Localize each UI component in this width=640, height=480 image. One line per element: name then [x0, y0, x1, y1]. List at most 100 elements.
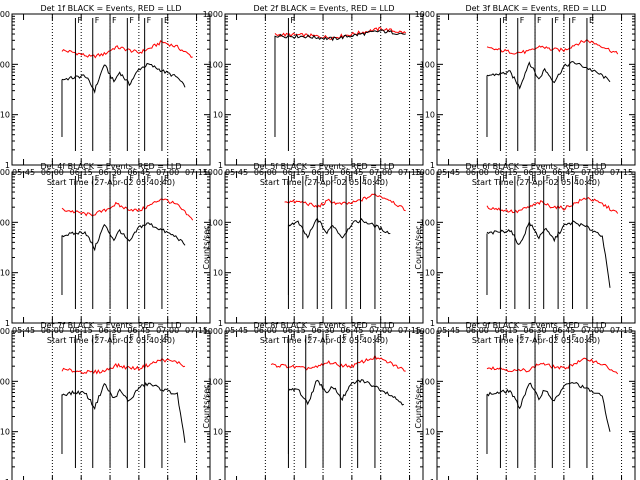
series-line: [288, 379, 404, 406]
chart-title: Det 7f BLACK = Events, RED = LLD: [40, 321, 181, 330]
flag-label: F: [502, 333, 507, 342]
y-tick-label: 10: [0, 269, 10, 278]
chart-panel: Det 3f BLACK = Events, RED = LLD 1 10 100 10…: [415, 4, 636, 187]
x-axis-label: Start Time (27-Apr-02 05:40:40): [472, 336, 600, 345]
plot-frame: [224, 330, 424, 480]
flag-label: F: [502, 16, 507, 25]
chart-panel: Det 8f BLACK = Events, RED = LLD 1 10 100 10…: [202, 321, 424, 480]
plot-frame: [11, 13, 211, 166]
flag-label: F: [342, 333, 347, 342]
series-line: [486, 220, 611, 288]
flag-label: F: [575, 174, 580, 183]
y-tick-label: 10: [0, 111, 10, 120]
flag-label: F: [537, 333, 542, 342]
x-axis-label: Start Time (27-Apr-02 05:40:40): [47, 178, 175, 187]
chart-panel: Det 9f BLACK = Events, RED = LLD 1 10 100 10…: [414, 321, 636, 480]
flag-label: F: [112, 174, 117, 183]
chart-title: Det 9f BLACK = Events, RED = LLD: [465, 321, 606, 330]
chart-title: Det 2f BLACK = Events, RED = LLD: [253, 4, 394, 13]
plot-frame: [224, 171, 424, 324]
y-tick-label: 100: [0, 60, 10, 69]
flag-label: F: [520, 16, 525, 25]
y-tick-label: 1: [218, 161, 223, 170]
plot-frame: [224, 13, 424, 166]
series-line: [486, 60, 611, 90]
flag-label: F: [520, 333, 525, 342]
y-tick-label: 100: [420, 218, 435, 227]
flag-label: F: [537, 16, 542, 25]
flag-label: F: [560, 174, 565, 183]
y-tick-label: 100: [208, 218, 223, 227]
chart-panel: Det 5f BLACK = Events, RED = LLD 1 10 100 10…: [202, 162, 424, 345]
flag-label: F: [77, 16, 82, 25]
plot-frame: [11, 330, 211, 480]
flag-label: F: [572, 16, 577, 25]
y-tick-label: 100: [208, 377, 223, 386]
y-tick-label: 1000: [415, 327, 435, 336]
flag-label: F: [546, 174, 551, 183]
y-tick-label: 1: [5, 161, 10, 170]
series-line: [486, 196, 619, 214]
y-tick-label: 1000: [415, 168, 435, 177]
plot-frame: [436, 13, 636, 166]
series-line: [274, 29, 406, 42]
y-tick-label: 1000: [203, 168, 223, 177]
y-tick-label: 1000: [0, 168, 10, 177]
flag-label: F: [95, 174, 100, 183]
y-tick-label: 1000: [203, 10, 223, 19]
y-tick-label: 10: [425, 269, 435, 278]
series-line: [270, 354, 406, 372]
flag-label: F: [129, 174, 134, 183]
y-tick-label: 100: [0, 377, 10, 386]
plot-frame: [436, 330, 636, 480]
y-tick-label: 10: [0, 428, 10, 437]
x-axis-label: Start Time (27-Apr-02 05:40:40): [47, 336, 175, 345]
flag-label: F: [290, 333, 295, 342]
y-tick-label: 10: [213, 269, 223, 278]
y-tick-label: 1: [218, 319, 223, 328]
series-line: [61, 62, 186, 94]
y-tick-label: 10: [425, 111, 435, 120]
flag-label: F: [334, 174, 339, 183]
x-axis-label: Start Time (27-Apr-02 05:40:40): [260, 336, 388, 345]
plot-frame: [436, 171, 636, 324]
y-tick-label: 10: [213, 111, 223, 120]
flag-label: E: [377, 174, 382, 183]
chart-panel: Det 7f BLACK = Events, RED = LLD 1 10 100 10…: [0, 321, 211, 480]
flag-label: F: [129, 333, 134, 342]
flag-label: F: [363, 174, 368, 183]
chart-title: Det 5f BLACK = Events, RED = LLD: [253, 162, 394, 171]
y-tick-label: 10: [425, 428, 435, 437]
flag-label: F: [147, 16, 152, 25]
y-tick-label: 100: [0, 218, 10, 227]
flag-label: F: [308, 333, 313, 342]
flag-label: F: [147, 174, 152, 183]
flag-label: F: [77, 333, 82, 342]
flag-label: F: [319, 174, 324, 183]
flag-label: F: [305, 174, 310, 183]
y-tick-label: 1000: [0, 327, 10, 336]
flag-label: F: [502, 174, 507, 183]
series-line: [61, 222, 186, 252]
flag-label: F: [348, 174, 353, 183]
flag-label: F: [77, 174, 82, 183]
flag-label: F: [112, 333, 117, 342]
flag-label: F: [531, 174, 536, 183]
y-tick-label: 100: [208, 60, 223, 69]
chart-title: Det 4f BLACK = Events, RED = LLD: [40, 162, 181, 171]
chart-panel: Det 2f BLACK = Events, RED = LLD 1 10 100 10…: [203, 4, 424, 187]
y-tick-label: 1000: [0, 10, 10, 19]
y-tick-label: 1: [430, 319, 435, 328]
flag-label: F: [95, 333, 100, 342]
plot-frame: [11, 171, 211, 324]
flag-label: F: [290, 174, 295, 183]
y-axis-label: Counts/sec: [414, 225, 423, 269]
flag-label: F: [554, 333, 559, 342]
chart-title: Det 1f BLACK = Events, RED = LLD: [40, 4, 181, 13]
y-tick-label: 100: [420, 377, 435, 386]
flag-label: F: [554, 16, 559, 25]
series-line: [61, 382, 186, 443]
flag-label: E: [589, 16, 594, 25]
y-tick-label: 1000: [415, 10, 435, 19]
flag-label: F: [290, 16, 295, 25]
